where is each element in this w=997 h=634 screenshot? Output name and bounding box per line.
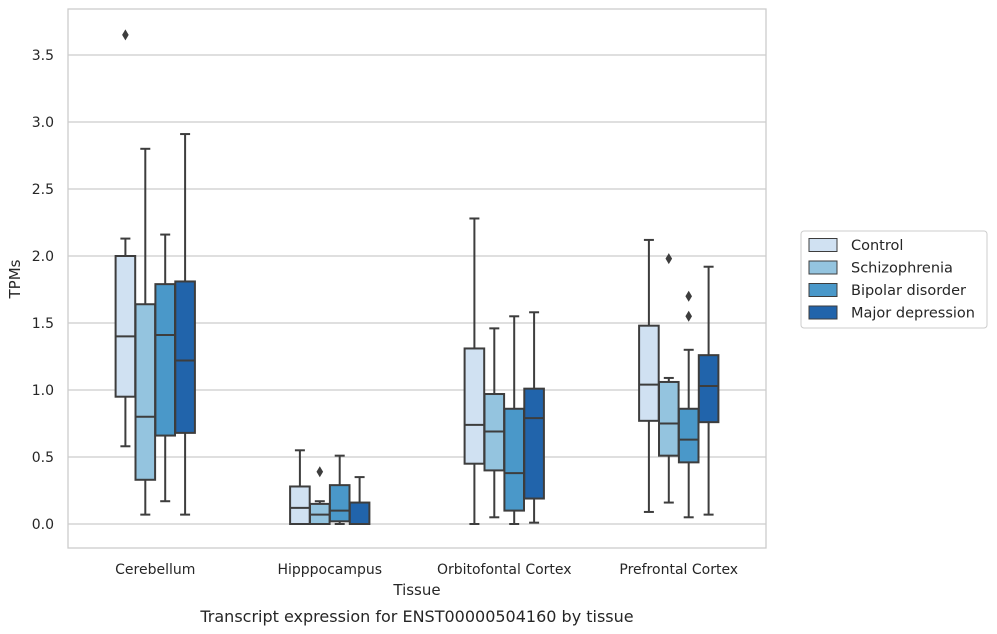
box-control	[289, 449, 311, 526]
y-tick-label: 2.5	[32, 182, 54, 198]
legend-swatch	[808, 305, 838, 320]
legend: Control Schizophrenia Bipolar disorder Majo…	[800, 230, 988, 329]
box-major-depression	[697, 265, 720, 516]
box-control	[463, 217, 486, 525]
box-iqr	[463, 347, 486, 465]
legend-label: Schizophrenia	[851, 261, 953, 277]
box-bipolar-disorder	[503, 315, 525, 525]
legend-frame	[800, 230, 988, 329]
y-tick-label: 3.5	[32, 48, 54, 64]
chart-caption: Transcript expression for ENST0000050416…	[199, 607, 633, 626]
x-tick-labels: Cerebellum Hipppocampus Orbitofontal Corte…	[115, 562, 738, 578]
y-tick-label: 0.5	[32, 450, 54, 466]
x-tick-label: Hipppocampus	[277, 562, 382, 578]
legend-entries: Control Schizophrenia Bipolar disorder Majo…	[808, 238, 975, 322]
x-tick-label: Orbitofontal Cortex	[437, 562, 572, 578]
box-iqr	[328, 484, 351, 523]
x-tick-label: Prefrontal Cortex	[619, 562, 738, 578]
legend-swatch	[808, 238, 838, 252]
y-tick-labels: 0.0 0.5 1.0 1.5 2.0 2.5 3.0 3.5	[32, 48, 54, 533]
outlier-point	[316, 466, 324, 478]
box-iqr	[658, 380, 680, 457]
boxes	[114, 29, 720, 526]
box-major-depression	[523, 311, 545, 524]
y-tick-label: 1.5	[32, 316, 54, 332]
y-tick-label: 3.0	[32, 115, 54, 131]
outlier-point	[122, 29, 129, 41]
outlier-point	[685, 290, 692, 302]
box-bipolar-disorder	[328, 454, 351, 525]
y-tick-label: 0.0	[32, 517, 54, 533]
box-schizophrenia	[309, 466, 331, 525]
x-axis-label: Tissue	[392, 581, 440, 599]
box-iqr	[677, 407, 700, 464]
legend-label: Bipolar disorder	[851, 283, 966, 299]
box-iqr	[134, 303, 157, 481]
legend-label: Control	[851, 238, 903, 254]
box-iqr	[638, 324, 660, 422]
legend-label: Major depression	[851, 306, 975, 322]
box-iqr	[697, 354, 720, 424]
box-schizophrenia	[483, 327, 506, 519]
box-bipolar-disorder	[154, 233, 176, 503]
y-tick-label: 1.0	[32, 383, 54, 399]
box-iqr	[348, 501, 371, 525]
box-iqr	[523, 387, 545, 500]
box-iqr	[114, 255, 137, 398]
box-control	[114, 29, 137, 448]
box-iqr	[289, 485, 311, 526]
outlier-point	[685, 310, 692, 322]
box-iqr	[154, 283, 176, 437]
legend-swatch	[808, 283, 838, 297]
box-bipolar-disorder	[677, 290, 700, 519]
plot-frame	[67, 8, 767, 549]
box-major-depression	[348, 476, 371, 525]
legend-swatch	[808, 260, 838, 275]
box-schizophrenia	[134, 147, 157, 516]
outlier-point	[665, 253, 673, 265]
box-control	[638, 238, 660, 513]
x-tick-label: Cerebellum	[115, 562, 195, 578]
box-major-depression	[174, 133, 196, 516]
box-schizophrenia	[658, 253, 680, 504]
y-axis-label: TPMs	[6, 259, 24, 299]
y-tick-label: 2.0	[32, 249, 54, 265]
box-iqr	[503, 407, 525, 512]
box-iqr	[174, 280, 196, 434]
